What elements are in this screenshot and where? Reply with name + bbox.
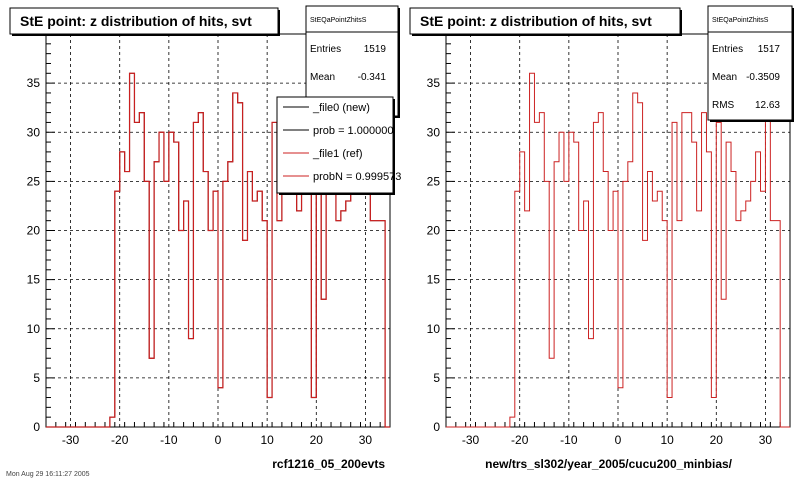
x-tick-label: 20 [710,433,724,447]
y-tick-label: 15 [27,273,41,287]
y-tick-label: 35 [427,76,441,90]
y-tick-label: 0 [33,420,40,434]
y-tick-label: 25 [427,174,441,188]
stats-label: Entries [712,44,743,55]
x-tick-label: 20 [310,433,324,447]
histogram-panel-2: -30 -20 -10 0 10 20 30 0 5 10 15 20 25 30 35 StE point:… [410,6,794,471]
x-tick-label: 30 [359,433,373,447]
stats-value: -0.3509 [746,72,780,83]
x-tick-label: -20 [511,433,529,447]
legend-label: _file0 (new) [312,102,370,114]
y-tick-label: 0 [433,420,440,434]
footer-date: Mon Aug 29 16:11:27 2005 [6,471,90,478]
stats-label: Mean [712,72,737,83]
y-tick-label: 25 [27,174,41,188]
stats-header: StEQaPointZhitsS [712,17,769,24]
legend-label: prob = 1.000000 [313,125,393,137]
x-tick-label: -10 [160,433,178,447]
y-tick-label: 5 [33,371,40,385]
x-tick-label: -30 [62,433,80,447]
y-tick-label: 20 [427,224,441,238]
x-axis-label: new/trs_sl302/year_2005/cucu200_minbias/ [485,457,732,471]
chart-title: StE point: z distribution of hits, svt [420,13,652,29]
stats-label: RMS [712,100,735,111]
x-tick-label: 10 [660,433,674,447]
y-tick-label: 30 [427,125,441,139]
stats-value: 1517 [758,44,781,55]
stats-label: Mean [310,72,335,83]
legend-label: _file1 (ref) [312,148,363,160]
x-tick-label: 30 [759,433,773,447]
x-tick-label: -20 [111,433,129,447]
x-tick-label: 0 [215,433,222,447]
stats-value: 1519 [364,44,387,55]
x-tick-label: -30 [462,433,480,447]
histogram-panel-1: -30 -20 -10 0 10 20 30 0 5 10 15 20 25 30 35 StE point:… [6,6,401,478]
stats-value: 12.63 [755,100,780,111]
y-tick-label: 15 [427,273,441,287]
chart-title: StE point: z distribution of hits, svt [20,13,252,29]
y-tick-label: 35 [27,76,41,90]
stats-value: -0.341 [358,72,387,83]
x-tick-label: 0 [615,433,622,447]
x-tick-label: -10 [560,433,578,447]
y-tick-label: 10 [427,322,441,336]
legend-label: probN = 0.999573 [313,171,401,183]
y-tick-label: 20 [27,224,41,238]
x-tick-label: 10 [260,433,274,447]
y-tick-label: 30 [27,125,41,139]
y-tick-label: 10 [27,322,41,336]
x-axis-label: rcf1216_05_200evts [272,457,385,471]
y-tick-label: 5 [433,371,440,385]
histogram-canvas: -30 -20 -10 0 10 20 30 0 5 10 15 20 25 30 35 StE point:… [0,0,800,480]
stats-header: StEQaPointZhitsS [310,17,367,24]
stats-label: Entries [310,44,341,55]
